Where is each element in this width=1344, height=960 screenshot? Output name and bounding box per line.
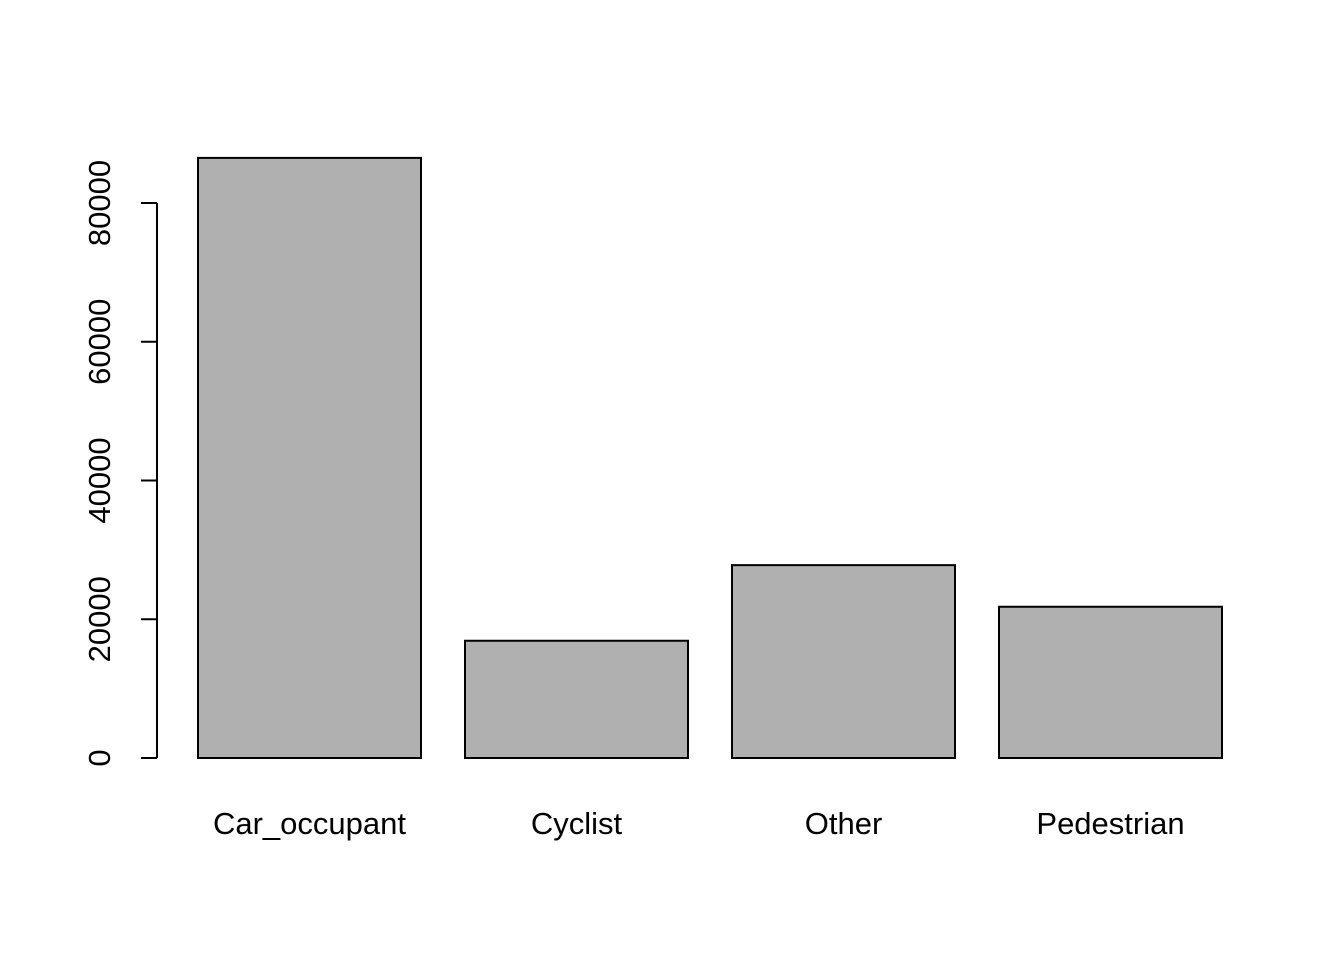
bars-group	[197, 156, 1223, 760]
y-tick-label: 80000	[82, 160, 117, 246]
bar-car-occupant	[197, 156, 422, 759]
y-axis: 0 20000 40000 60000 80000	[82, 160, 158, 767]
x-tick-label: Other	[805, 806, 883, 841]
y-tick-label: 20000	[82, 576, 117, 662]
x-axis-labels: Car_occupant Cyclist Other Pedestrian	[213, 806, 1185, 841]
x-tick-label: Pedestrian	[1036, 806, 1184, 841]
bar-other	[731, 564, 956, 760]
bar-pedestrian	[998, 605, 1223, 760]
y-tick-label: 60000	[82, 299, 117, 385]
y-tick-label: 0	[82, 749, 117, 766]
y-tick-label: 40000	[82, 437, 117, 523]
bar-cyclist	[464, 639, 689, 759]
x-tick-label: Cyclist	[531, 806, 623, 841]
x-tick-label: Car_occupant	[213, 806, 406, 841]
